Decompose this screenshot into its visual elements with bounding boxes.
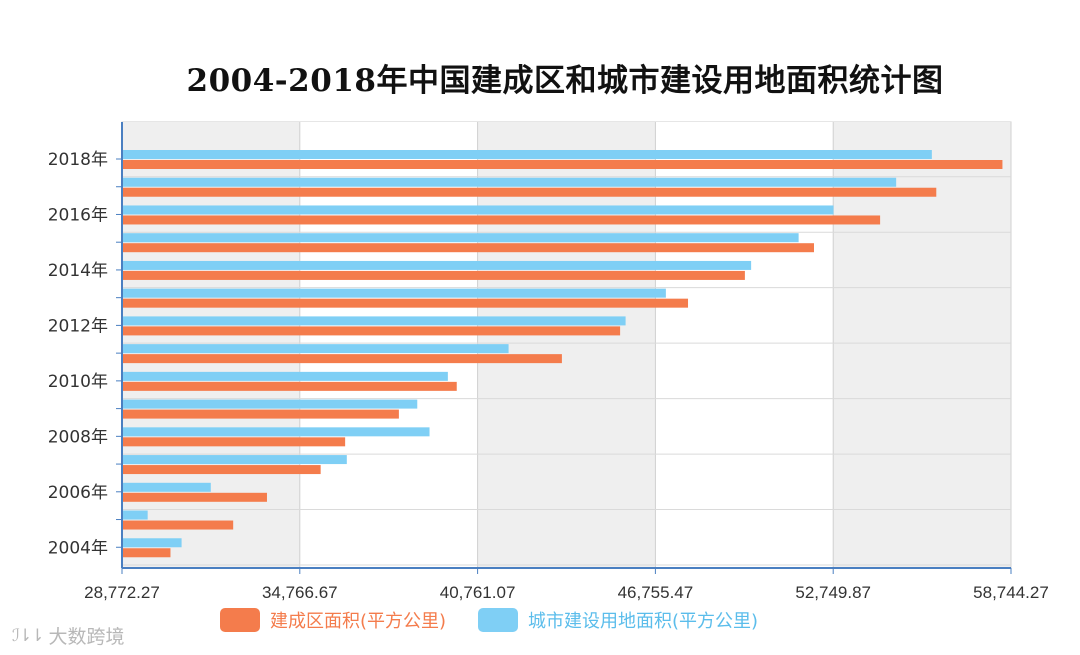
x-tick-label: 28,772.27 [84,583,160,602]
bar-built-area-2011年[interactable] [122,354,562,364]
bar-built-area-2016年[interactable] [122,215,881,225]
bar-built-area-2007年[interactable] [122,465,321,475]
x-tick-label: 40,761.07 [440,583,516,602]
y-tick-label: 2012年 [48,316,108,336]
y-tick-label: 2016年 [48,205,108,225]
bar-construction-land-2015年[interactable] [122,233,799,243]
bar-construction-land-2010年[interactable] [122,371,448,381]
bar-built-area-2008年[interactable] [122,437,346,447]
bar-construction-land-2008年[interactable] [122,427,430,437]
x-tick-label: 58,744.27 [973,583,1049,602]
bar-construction-land-2014年[interactable] [122,260,752,270]
x-tick-label: 34,766.67 [262,583,338,602]
chart-title: 2004-2018年中国建成区和城市建设用地面积统计图 [186,63,944,99]
x-tick-label: 46,755.47 [618,583,694,602]
bar-built-area-2012年[interactable] [122,326,621,336]
bar-construction-land-2018年[interactable] [122,150,932,159]
legend-label-construction-land: 城市建设用地面积(平方公里) [528,611,759,632]
legend-item-built-area[interactable]: 建成区面积(平方公里) [220,606,446,634]
y-tick-label: 2018年 [48,150,108,170]
legend-swatch-construction-land [478,608,518,632]
bar-built-area-2004年[interactable] [122,548,171,558]
legend-item-construction-land[interactable]: 城市建设用地面积(平方公里) [478,606,758,634]
legend-swatch-built-area [220,608,260,632]
bar-construction-land-2013年[interactable] [122,288,666,298]
bar-construction-land-2016年[interactable] [122,205,834,215]
watermark: ℐ⇂⇂ 大数跨境 [12,622,125,649]
bar-built-area-2014年[interactable] [122,270,745,280]
bar-built-area-2013年[interactable] [122,298,689,308]
bar-built-area-2005年[interactable] [122,520,234,530]
bar-construction-land-2012年[interactable] [122,316,626,326]
bar-construction-land-2017年[interactable] [122,177,897,187]
bar-built-area-2010年[interactable] [122,381,457,391]
y-tick-label: 2004年 [48,538,108,558]
bar-construction-land-2005年[interactable] [122,510,148,520]
y-tick-label: 2014年 [48,261,108,281]
watermark-logo-icon: ℐ⇂⇂ [12,625,45,646]
bar-construction-land-2004年[interactable] [122,538,182,548]
bar-built-area-2006年[interactable] [122,492,267,502]
bar-built-area-2017年[interactable] [122,187,937,197]
y-tick-label: 2008年 [48,427,108,447]
bar-construction-land-2006年[interactable] [122,482,211,492]
y-tick-label: 2010年 [48,372,108,392]
bar-construction-land-2009年[interactable] [122,399,418,409]
y-tick-label: 2006年 [48,483,108,503]
bar-construction-land-2011年[interactable] [122,344,509,354]
x-tick-label: 52,749.87 [795,583,871,602]
watermark-text: 大数跨境 [48,626,125,648]
bar-built-area-2009年[interactable] [122,409,399,419]
bar-built-area-2018年[interactable] [122,160,1003,169]
bar-built-area-2015年[interactable] [122,243,814,253]
bar-construction-land-2007年[interactable] [122,455,347,465]
legend-label-built-area: 建成区面积(平方公里) [270,611,447,632]
